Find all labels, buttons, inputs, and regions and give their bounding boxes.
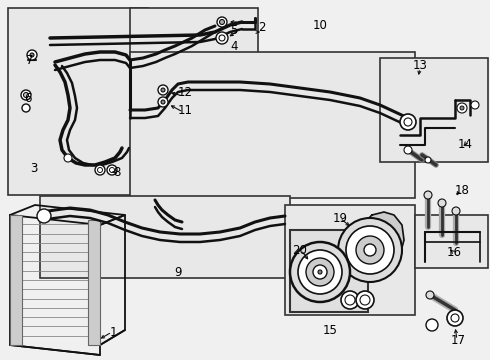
Text: 12: 12: [177, 86, 193, 99]
Bar: [130, 52, 415, 198]
Bar: [290, 230, 368, 312]
Circle shape: [460, 106, 464, 110]
Circle shape: [30, 53, 34, 57]
Text: 20: 20: [293, 243, 307, 257]
Circle shape: [438, 199, 446, 207]
Text: 11: 11: [177, 104, 193, 117]
Circle shape: [471, 101, 479, 109]
Circle shape: [425, 157, 431, 163]
Circle shape: [341, 291, 359, 309]
Circle shape: [24, 93, 28, 98]
Circle shape: [400, 114, 416, 130]
Bar: [285, 205, 415, 315]
Text: 14: 14: [458, 138, 472, 150]
Circle shape: [306, 258, 334, 286]
Bar: [88, 220, 100, 345]
Text: 6: 6: [24, 91, 32, 104]
Circle shape: [313, 265, 327, 279]
Text: 8: 8: [113, 166, 121, 179]
Bar: [8, 8, 148, 195]
Text: 9: 9: [174, 266, 182, 279]
Bar: [415, 215, 488, 268]
Circle shape: [457, 103, 467, 113]
Text: 3: 3: [30, 162, 38, 175]
Circle shape: [364, 244, 376, 256]
Circle shape: [98, 167, 102, 172]
Circle shape: [426, 291, 434, 299]
Circle shape: [27, 50, 37, 60]
Circle shape: [217, 17, 227, 27]
Circle shape: [451, 314, 459, 322]
Bar: [10, 215, 22, 345]
Text: 16: 16: [446, 246, 462, 258]
Text: 5: 5: [230, 23, 238, 36]
Circle shape: [404, 146, 412, 154]
Text: 7: 7: [26, 54, 34, 67]
Circle shape: [21, 90, 31, 100]
Circle shape: [345, 295, 355, 305]
Circle shape: [447, 310, 463, 326]
Circle shape: [318, 270, 322, 274]
Circle shape: [158, 85, 168, 95]
Polygon shape: [350, 212, 404, 275]
Circle shape: [356, 291, 374, 309]
Text: 1: 1: [109, 325, 117, 338]
Circle shape: [356, 236, 384, 264]
Circle shape: [346, 226, 394, 274]
Text: 10: 10: [313, 18, 327, 32]
Bar: [40, 196, 290, 278]
Text: 17: 17: [450, 333, 465, 346]
Circle shape: [109, 167, 115, 172]
Circle shape: [220, 19, 224, 24]
Circle shape: [95, 165, 105, 175]
Circle shape: [298, 250, 342, 294]
Circle shape: [161, 88, 165, 92]
Text: 2: 2: [258, 21, 266, 33]
Text: 15: 15: [322, 324, 338, 337]
Circle shape: [338, 218, 402, 282]
Text: 13: 13: [413, 59, 427, 72]
Circle shape: [360, 295, 370, 305]
Circle shape: [424, 191, 432, 199]
Circle shape: [107, 165, 117, 175]
Bar: [130, 8, 258, 58]
Text: 19: 19: [333, 212, 347, 225]
Circle shape: [452, 207, 460, 215]
Circle shape: [290, 242, 350, 302]
Circle shape: [22, 104, 30, 112]
Circle shape: [37, 209, 51, 223]
Circle shape: [426, 319, 438, 331]
Circle shape: [404, 118, 412, 126]
Text: 18: 18: [455, 184, 469, 197]
Text: 4: 4: [230, 40, 238, 53]
Bar: [380, 58, 488, 162]
Circle shape: [219, 35, 225, 41]
Circle shape: [161, 100, 165, 104]
Circle shape: [216, 32, 228, 44]
Circle shape: [158, 97, 168, 107]
Circle shape: [64, 154, 72, 162]
